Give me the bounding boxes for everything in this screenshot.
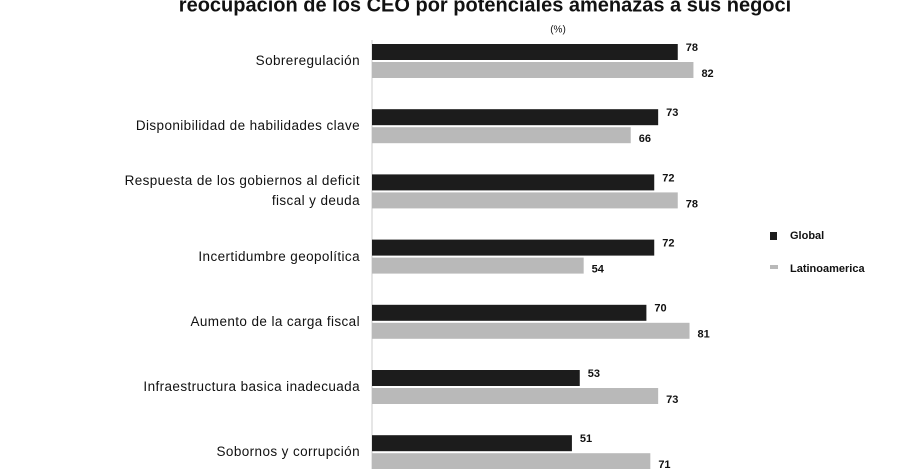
- category-label: Incertidumbre geopolítica: [198, 248, 360, 264]
- value-label: 72: [662, 172, 674, 184]
- category-label: Sobornos y corrupción: [216, 444, 360, 460]
- bar: [372, 435, 572, 452]
- bar: [372, 304, 647, 321]
- bar: [372, 453, 651, 469]
- category-label: Respuesta de los gobiernos al deficit fi…: [124, 173, 360, 209]
- category-label: Sobreregulación: [255, 53, 360, 68]
- value-label: 72: [662, 238, 674, 250]
- legend-label: Latinoamerica: [790, 263, 865, 275]
- chart-subtitle: (%): [550, 25, 566, 36]
- bar: [372, 257, 584, 274]
- value-label: 70: [654, 303, 666, 315]
- bar: [372, 192, 678, 209]
- category-label: Aumento de la carga fiscal: [190, 313, 360, 329]
- value-label: 54: [592, 264, 605, 276]
- value-label: 81: [698, 329, 710, 341]
- value-label: 78: [686, 42, 698, 54]
- bar: [372, 370, 580, 386]
- value-label: 53: [588, 368, 600, 380]
- bar: [372, 322, 690, 339]
- bar: [372, 127, 631, 144]
- legend-swatch: [770, 232, 777, 240]
- bar: [372, 109, 659, 126]
- category-label: Disponibilidad de habilidades clave: [135, 118, 360, 134]
- legend-label: Global: [790, 230, 824, 242]
- value-label: 51: [580, 433, 592, 445]
- value-label: 82: [701, 68, 713, 80]
- value-label: 78: [686, 198, 698, 210]
- bar: [372, 62, 694, 78]
- legend-swatch: [770, 265, 778, 269]
- value-label: 66: [639, 133, 651, 145]
- chart-title: reocupación de los CEO por potenciales a…: [179, 0, 791, 16]
- value-label: 73: [666, 394, 678, 406]
- bar: [372, 239, 655, 256]
- bar: [372, 44, 678, 60]
- bar: [372, 388, 659, 404]
- bar: [372, 174, 655, 191]
- category-label: Infraestructura basica inadecuada: [143, 379, 360, 394]
- value-label: 71: [658, 459, 670, 469]
- value-label: 73: [666, 107, 678, 119]
